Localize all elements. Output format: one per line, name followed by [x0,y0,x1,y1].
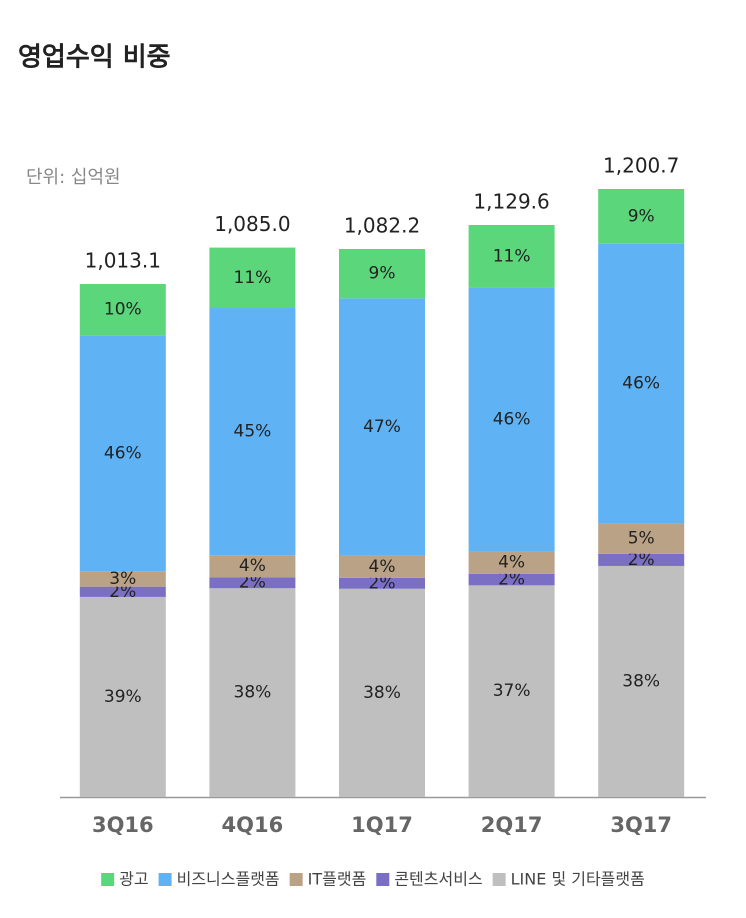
value-label: 45% [234,422,272,442]
value-label: 46% [493,409,531,429]
x-tick-label: 1Q17 [351,813,413,837]
value-label: 39% [104,687,142,707]
chart-title: 영업수익 비중 [18,43,171,73]
bar-segment [598,189,685,244]
unit-label: 단위: 십억원 [26,167,121,188]
total-label: 1,129.6 [473,190,549,214]
bar-segment [468,551,555,574]
value-label: 46% [104,443,142,463]
value-label: 38% [622,671,660,691]
value-label: 9% [628,206,655,226]
legend-label: IT플랫폼 [308,870,367,889]
bar-segment [468,287,555,552]
legend-swatch [158,873,172,886]
value-label: 4% [239,556,266,576]
bar-segment [79,586,166,597]
total-label: 1,200.7 [603,154,679,178]
bar-segment [79,283,166,336]
legend-swatch [101,873,115,886]
value-label: 4% [498,552,525,572]
value-label: 2% [628,550,655,570]
value-label: 4% [369,557,396,577]
legend-swatch [289,873,303,886]
value-label: 10% [104,300,142,320]
legend-swatch [376,873,390,886]
bar-segment [598,565,685,797]
value-label: 5% [628,529,655,549]
bar-segment [79,571,166,587]
bar-segment [79,596,166,797]
legend-label: 비즈니스플랫폼 [177,870,280,889]
bar-segment [468,225,555,288]
x-tick-label: 4Q16 [222,813,284,837]
bar-segment [209,577,296,589]
bar-segment [209,588,296,797]
total-label: 1,013.1 [85,248,161,272]
bar-segment [339,588,425,797]
value-label: 37% [493,681,531,701]
x-tick-label: 2Q17 [481,813,543,837]
total-label: 1,085.0 [214,212,290,236]
bar-segment [598,523,685,554]
x-tick-label: 3Q16 [92,813,154,837]
value-label: 2% [498,570,525,590]
value-label: 11% [234,268,272,288]
bar-segment [339,577,425,589]
value-label: 46% [622,374,660,394]
legend-swatch [492,873,506,886]
bar-segment [209,247,296,309]
bar-segment [598,553,685,566]
bar-segment [468,573,555,586]
x-tick-label: 3Q17 [610,813,672,837]
value-label: 2% [109,582,136,602]
bar-segment [209,555,296,578]
bar-segment [598,243,685,524]
legend-label: LINE 및 기타플랫폼 [511,870,645,889]
value-label: 9% [369,264,396,284]
legend-label: 광고 [119,870,148,889]
bar-segment [339,249,425,299]
legend: 광고 비즈니스플랫폼 IT플랫폼 콘텐츠서비스 LINE 및 기타플랫폼 [101,870,645,889]
bar-segment [339,298,425,556]
value-label: 2% [239,573,266,593]
bar-segment [79,335,166,572]
value-label: 38% [363,683,401,703]
bar-segment [468,585,555,797]
value-label: 3% [109,569,136,589]
value-label: 47% [363,417,401,437]
bar-segment [339,555,425,578]
bar-segment [209,308,296,556]
value-label: 2% [369,573,396,593]
value-label: 38% [234,683,272,703]
value-label: 11% [493,246,531,266]
total-label: 1,082.2 [344,214,420,238]
legend-label: 콘텐츠서비스 [394,870,482,889]
